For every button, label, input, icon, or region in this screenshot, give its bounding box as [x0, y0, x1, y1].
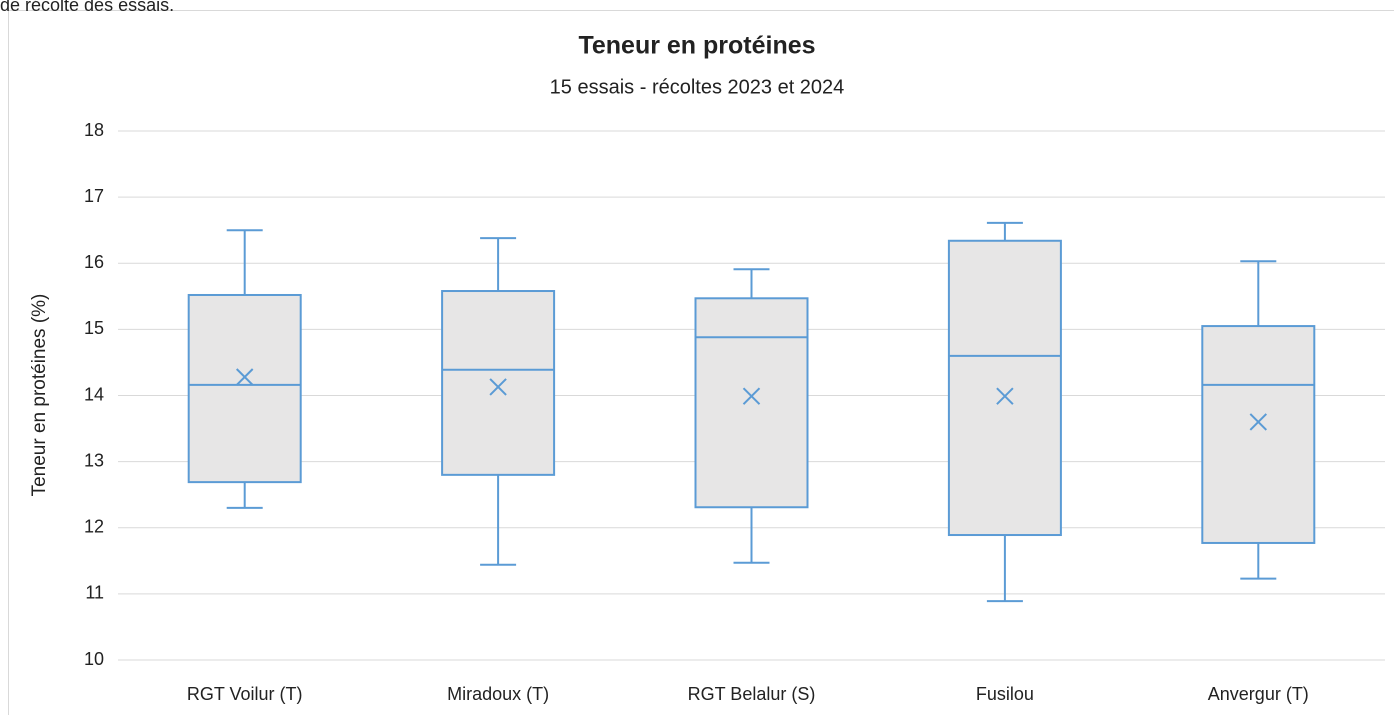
mean-marker — [1249, 413, 1268, 431]
y-tick-label: 17 — [84, 186, 104, 206]
y-tick-label: 11 — [85, 583, 104, 603]
y-tick-label: 12 — [84, 517, 104, 537]
y-tick-label: 15 — [84, 318, 104, 338]
y-axis-label: Teneur en protéines (%) — [29, 294, 50, 497]
x-tick-label: Miradoux (T) — [447, 684, 549, 704]
y-tick-label: 10 — [84, 649, 104, 669]
y-tick-label: 16 — [84, 252, 104, 272]
mean-marker — [742, 387, 761, 405]
mean-marker — [996, 387, 1014, 405]
y-tick-label: 13 — [84, 450, 104, 470]
chart-title: Teneur en protéines — [578, 32, 815, 60]
x-tick-label: Anvergur (T) — [1208, 684, 1309, 704]
mean-marker — [489, 378, 507, 396]
x-tick-label: RGT Belalur (S) — [688, 684, 816, 704]
mean-marker — [235, 368, 254, 386]
box — [441, 290, 556, 476]
box — [187, 293, 302, 484]
y-tick-label: 18 — [84, 120, 104, 140]
box — [694, 297, 809, 509]
y-tick-label: 14 — [84, 384, 104, 404]
x-tick-label: Fusilou — [976, 684, 1034, 704]
box — [947, 239, 1062, 537]
box — [1201, 325, 1316, 544]
caption: de récolte des essais. — [0, 0, 174, 15]
chart-subtitle: 15 essais - récoltes 2023 et 2024 — [550, 76, 845, 98]
x-tick-label: RGT Voilur (T) — [187, 684, 303, 704]
